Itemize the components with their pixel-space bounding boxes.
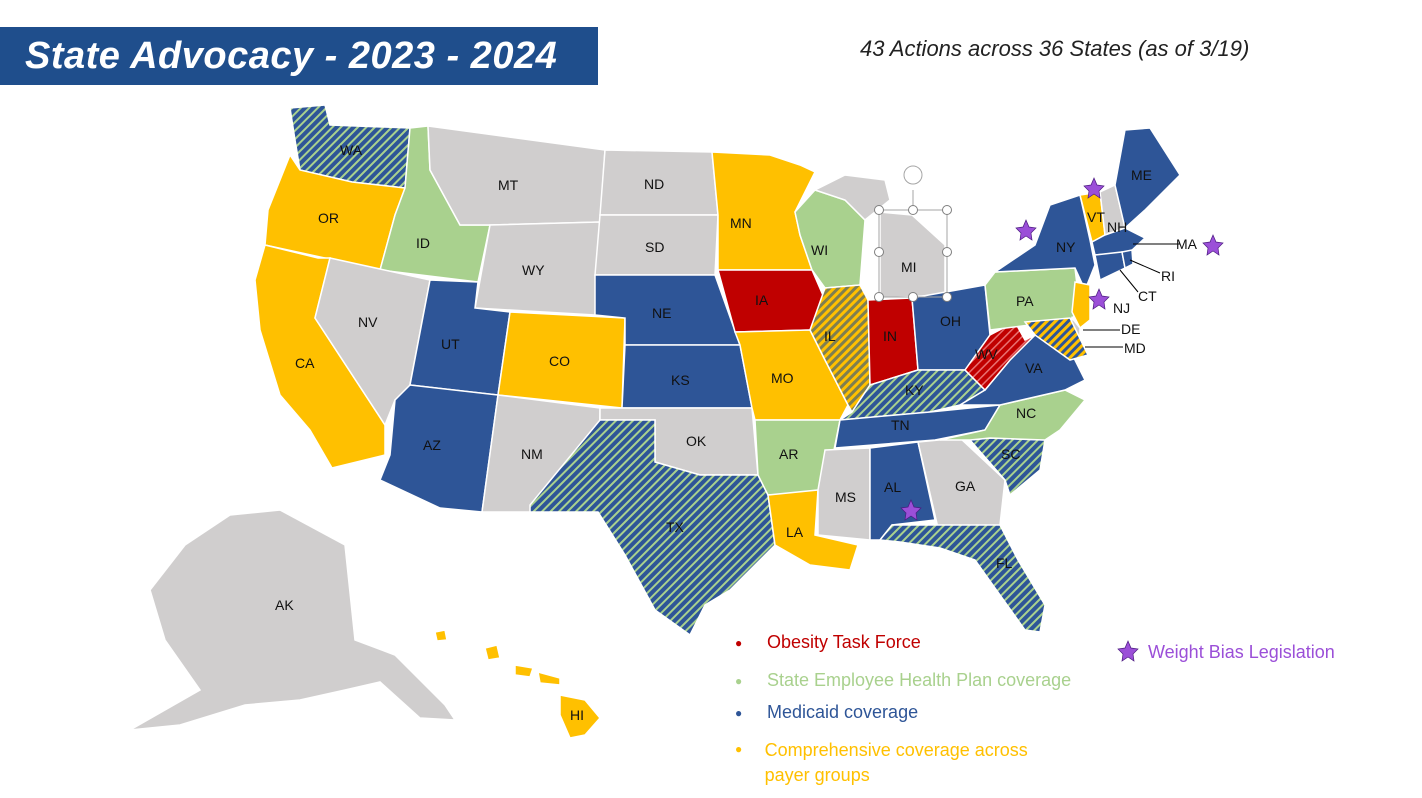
label-ut: UT — [441, 336, 460, 352]
state-hi-isle3[interactable] — [537, 670, 561, 686]
label-la: LA — [786, 524, 804, 540]
state-md[interactable] — [1023, 317, 1090, 361]
label-az: AZ — [423, 437, 441, 453]
label-ri: RI — [1161, 268, 1175, 284]
label-mt: MT — [498, 177, 519, 193]
label-wi: WI — [811, 242, 828, 258]
label-ne: NE — [652, 305, 671, 321]
legend-medicaid: ● Medicaid coverage — [735, 702, 918, 723]
label-ok: OK — [686, 433, 707, 449]
label-oh: OH — [940, 313, 961, 329]
label-ar: AR — [779, 446, 798, 462]
label-nv: NV — [358, 314, 378, 330]
legend-label: State Employee Health Plan coverage — [767, 670, 1072, 690]
state-mi[interactable] — [879, 211, 946, 299]
label-mi: MI — [901, 259, 917, 275]
bullet-icon: ● — [735, 742, 743, 756]
label-tn: TN — [891, 417, 910, 433]
bullet-icon: ● — [735, 706, 743, 720]
state-nc[interactable] — [939, 389, 1087, 441]
legend-label: Obesity Task Force — [767, 632, 921, 652]
legend-label: Comprehensive coverage across payer grou… — [764, 740, 1028, 785]
state-ca[interactable] — [254, 244, 386, 469]
label-or: OR — [318, 210, 339, 226]
label-ky: KY — [905, 382, 924, 398]
state-mt[interactable] — [427, 125, 606, 226]
state-hi-isle4[interactable] — [434, 629, 448, 642]
label-tx: TX — [666, 519, 685, 535]
legend-employee-plan: ● State Employee Health Plan coverage — [735, 670, 1071, 691]
state-wv[interactable] — [964, 320, 1036, 392]
state-hi-isle2[interactable] — [514, 664, 534, 678]
leader-lines — [1083, 243, 1180, 348]
subtitle: 43 Actions across 36 States (as of 3/19) — [860, 36, 1250, 61]
legend-weight-bias: Weight Bias Legislation — [1148, 642, 1335, 663]
label-ca: CA — [295, 355, 315, 371]
label-wa: WA — [340, 142, 363, 158]
legend-label: Medicaid coverage — [767, 702, 919, 722]
state-tx[interactable] — [529, 419, 776, 637]
label-ny: NY — [1056, 239, 1076, 255]
label-sc: SC — [1001, 446, 1020, 462]
legend-label: Weight Bias Legislation — [1148, 642, 1335, 662]
label-md: MD — [1124, 340, 1146, 356]
star-icon — [1088, 288, 1110, 310]
legend-task-force: ● Obesity Task Force — [735, 632, 921, 653]
label-mn: MN — [730, 215, 752, 231]
label-hi: HI — [570, 707, 584, 723]
label-mo: MO — [771, 370, 794, 386]
weight-bias-stars — [900, 177, 1224, 662]
star-icon — [900, 499, 922, 521]
label-co: CO — [549, 353, 570, 369]
label-ak: AK — [275, 597, 294, 613]
label-sd: SD — [645, 239, 664, 255]
bullet-icon: ● — [735, 674, 743, 688]
star-icon — [1117, 640, 1139, 662]
label-nh: NH — [1107, 219, 1127, 235]
state-nj[interactable] — [1071, 281, 1091, 330]
legend-comprehensive: ● Comprehensive coverage across payer gr… — [735, 738, 1075, 788]
state-mi-upper[interactable] — [813, 174, 891, 222]
label-nd: ND — [644, 176, 664, 192]
label-ms: MS — [835, 489, 856, 505]
label-ma: MA — [1176, 236, 1198, 252]
label-ct: CT — [1138, 288, 1157, 304]
label-fl: FL — [996, 555, 1013, 571]
label-al: AL — [884, 479, 901, 495]
label-il: IL — [824, 328, 836, 344]
state-ri[interactable] — [1121, 249, 1134, 270]
label-de: DE — [1121, 321, 1140, 337]
star-icon — [1202, 234, 1224, 256]
label-ks: KS — [671, 372, 690, 388]
label-id: ID — [416, 235, 430, 251]
label-in: IN — [883, 328, 897, 344]
star-icon — [1015, 219, 1037, 241]
selection-handles[interactable] — [874, 205, 952, 302]
state-ak[interactable] — [129, 509, 457, 731]
state-ms[interactable] — [817, 447, 871, 541]
label-ga: GA — [955, 478, 976, 494]
label-ia: IA — [755, 292, 769, 308]
label-me: ME — [1131, 167, 1152, 183]
state-ct[interactable] — [1094, 251, 1126, 282]
label-wy: WY — [522, 262, 545, 278]
label-wv: WV — [975, 346, 998, 362]
label-va: VA — [1025, 360, 1043, 376]
state-hi-isle1[interactable] — [484, 644, 501, 661]
star-icon — [1083, 177, 1105, 199]
bullet-icon: ● — [735, 636, 743, 650]
label-pa: PA — [1016, 293, 1034, 309]
state-ny[interactable] — [992, 194, 1096, 292]
label-nj: NJ — [1113, 300, 1130, 316]
label-vt: VT — [1087, 209, 1105, 225]
title-bar: State Advocacy - 2023 - 2024 — [0, 27, 598, 85]
page-title: State Advocacy - 2023 - 2024 — [25, 34, 558, 77]
state-hi[interactable] — [559, 694, 601, 739]
label-nm: NM — [521, 446, 543, 462]
state-fl[interactable] — [878, 524, 1046, 633]
state-ia[interactable] — [717, 269, 826, 333]
label-nc: NC — [1016, 405, 1036, 421]
